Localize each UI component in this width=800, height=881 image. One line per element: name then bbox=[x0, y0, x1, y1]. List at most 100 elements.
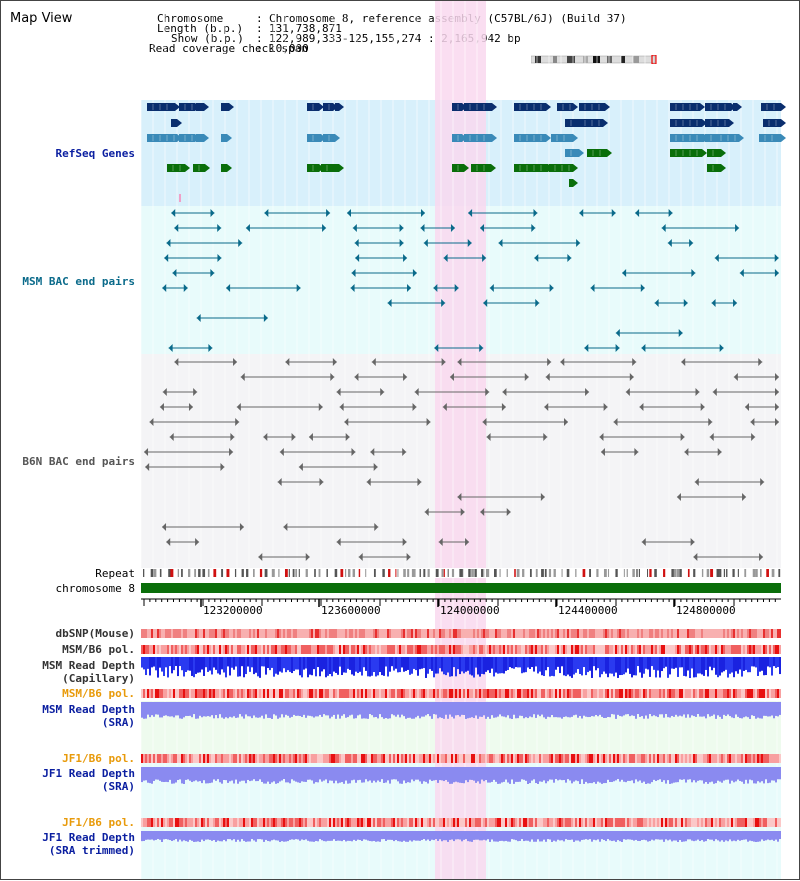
jf1-trimmed-depth bbox=[511, 831, 513, 840]
msm-sra-depth bbox=[525, 702, 527, 718]
jf1-b6-pol-trimmed-heat bbox=[293, 818, 295, 827]
jf1-trimmed-depth bbox=[155, 831, 157, 840]
bac-end-left bbox=[498, 239, 503, 247]
jf1-b6-pol-heat bbox=[473, 754, 475, 763]
dbsnp-heat bbox=[463, 629, 465, 638]
dbsnp-heat bbox=[609, 629, 611, 638]
jf1-trimmed-depth bbox=[229, 831, 231, 840]
msm-sra-depth bbox=[371, 702, 373, 716]
repeat-element bbox=[663, 569, 666, 577]
jf1-sra-depth bbox=[167, 767, 169, 783]
repeat-element bbox=[701, 569, 704, 577]
jf1-trimmed-depth bbox=[349, 831, 351, 841]
msm-capillary-depth bbox=[253, 657, 255, 675]
jf1-b6-pol-heat bbox=[601, 754, 603, 763]
dbsnp-label[interactable]: dbSNP(Mouse) bbox=[55, 627, 135, 640]
jf1-b6-pol-trimmed-heat bbox=[369, 818, 371, 827]
jf1-sra-depth bbox=[547, 767, 549, 782]
bac-end-right bbox=[540, 493, 545, 501]
jf1-sra-depth bbox=[189, 767, 191, 781]
jf1-sra-depth bbox=[243, 767, 245, 781]
dbsnp-heat bbox=[167, 629, 169, 638]
jf1-b6-pol-heat bbox=[713, 754, 715, 763]
repeat-element bbox=[264, 569, 268, 577]
msm-b6-pol-heat bbox=[213, 645, 215, 654]
jf1-sra-depth bbox=[307, 767, 309, 780]
msm-capillary-depth bbox=[351, 657, 353, 675]
msm-b6-pol-heat bbox=[169, 645, 171, 654]
msm-bac-label[interactable]: MSM BAC end pairs bbox=[22, 275, 135, 288]
msm-sra-depth bbox=[669, 702, 671, 718]
dbsnp-heat bbox=[211, 629, 213, 638]
msm-b6-pol-label[interactable]: MSM/B6 pol. bbox=[62, 643, 135, 656]
b6n-bac-label[interactable]: B6N BAC end pairs bbox=[22, 455, 135, 468]
jf1-b6-pol-label[interactable]: JF1/B6 pol. bbox=[62, 752, 135, 765]
gene-arrow bbox=[546, 103, 551, 111]
jf1-sra-depth bbox=[741, 767, 743, 782]
msm-b6-pol-sra-heat bbox=[523, 689, 525, 698]
jf1-b6-pol-trimmed-heat bbox=[587, 818, 589, 827]
jf1-b6-pol-trimmed-heat bbox=[235, 818, 237, 827]
msm-sra-depth bbox=[191, 702, 193, 718]
msm-b6-pol-sra-label[interactable]: MSM/B6 pol. bbox=[62, 687, 135, 700]
jf1-b6-pol-trimmed-label[interactable]: JF1/B6 pol. bbox=[62, 816, 135, 829]
msm-b6-pol-heat bbox=[515, 645, 517, 654]
jf1-trimmed-depth bbox=[323, 831, 325, 842]
jf1-sra-depth bbox=[257, 767, 259, 782]
bac-end-left bbox=[661, 224, 666, 232]
msm-read-depth-capillary-label[interactable]: MSM Read Depth bbox=[42, 659, 135, 672]
jf1-b6-pol-trimmed-heat bbox=[177, 818, 179, 827]
msm-capillary-depth bbox=[717, 657, 719, 678]
jf1-b6-pol-heat bbox=[381, 754, 383, 763]
msm-b6-pol-sra-heat bbox=[627, 689, 629, 698]
jf1-trimmed-depth bbox=[561, 831, 563, 841]
dbsnp-heat bbox=[221, 629, 223, 638]
jf1-sra-depth bbox=[567, 767, 569, 780]
msm-capillary-depth bbox=[605, 657, 607, 674]
jf1-b6-pol-trimmed-heat bbox=[755, 818, 757, 827]
jf1-trimmed-depth bbox=[277, 831, 279, 841]
jf1-trimmed-depth bbox=[549, 831, 551, 840]
repeat-element bbox=[673, 569, 676, 577]
jf1-sra-depth bbox=[719, 767, 721, 782]
msm-b6-pol-sra-heat bbox=[697, 689, 699, 698]
jf1-b6-pol-heat bbox=[397, 754, 399, 763]
dbsnp-heat bbox=[301, 629, 303, 638]
jf1-b6-pol-heat bbox=[349, 754, 351, 763]
msm-b6-pol-heat bbox=[259, 645, 261, 654]
jf1-b6-pol-heat bbox=[243, 754, 245, 763]
jf1-sra-depth bbox=[287, 767, 289, 783]
jf1-sra-depth bbox=[205, 767, 207, 784]
jf1-read-depth-trimmed-label[interactable]: JF1 Read Depth bbox=[42, 831, 135, 844]
msm-capillary-depth bbox=[141, 657, 143, 668]
dbsnp-heat bbox=[505, 629, 507, 638]
jf1-b6-pol-heat bbox=[691, 754, 693, 763]
jf1-b6-pol-trimmed-heat bbox=[649, 818, 651, 827]
msm-b6-pol-sra-heat bbox=[765, 689, 767, 698]
dbsnp-heat bbox=[779, 629, 781, 638]
bac-end-left bbox=[712, 388, 717, 396]
msm-sra-depth bbox=[219, 702, 221, 715]
msm-capillary-depth bbox=[733, 657, 735, 678]
dbsnp-heat bbox=[669, 629, 671, 638]
gene-feature bbox=[707, 149, 721, 157]
jf1-b6-pol-heat bbox=[449, 754, 451, 763]
msm-sra-depth bbox=[471, 702, 473, 718]
msm-capillary-depth bbox=[207, 657, 209, 672]
repeat-element bbox=[419, 569, 421, 577]
msm-read-depth-sra-label[interactable]: MSM Read Depth bbox=[42, 703, 135, 716]
jf1-b6-pol-trimmed-heat bbox=[703, 818, 705, 827]
jf1-trimmed-depth bbox=[681, 831, 683, 842]
jf1-b6-pol-heat bbox=[415, 754, 417, 763]
gene-feature bbox=[171, 119, 177, 127]
msm-capillary-depth bbox=[511, 657, 513, 669]
repeat-element bbox=[732, 569, 735, 577]
msm-capillary-depth bbox=[413, 657, 415, 669]
length-value: 131,738,871 bbox=[269, 22, 342, 35]
refseq-genes-label[interactable]: RefSeq Genes bbox=[55, 147, 135, 160]
dbsnp-heat bbox=[149, 629, 151, 638]
msm-capillary-depth bbox=[461, 657, 463, 672]
jf1-read-depth-label[interactable]: JF1 Read Depth bbox=[42, 767, 135, 780]
jf1-sra-depth bbox=[451, 767, 453, 784]
